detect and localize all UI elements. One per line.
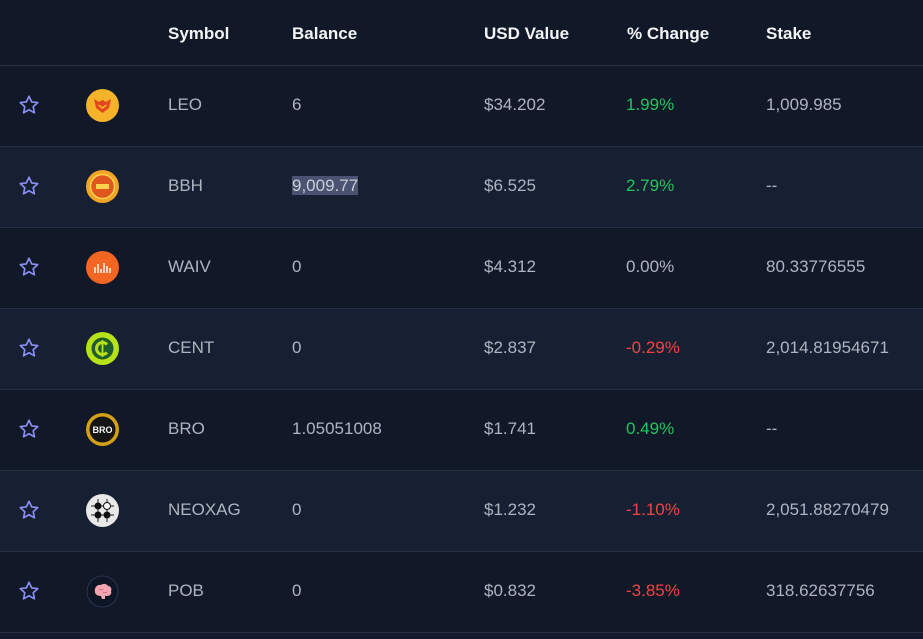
change-cell: 0.00% [626, 257, 675, 276]
bro-logo-text: BRO [93, 425, 113, 435]
symbol-cell[interactable]: WAIV [168, 257, 211, 276]
header-change[interactable]: % Change [627, 24, 710, 43]
balance-cell: 0 [292, 500, 302, 519]
usd-value-cell: $0.832 [484, 581, 536, 600]
bbh-logo-icon [86, 170, 119, 203]
balance-cell: 9,009.77 [292, 176, 359, 196]
favorite-star-icon[interactable] [18, 256, 40, 278]
bro-logo-icon: BRO [86, 413, 119, 446]
header-usd-value[interactable]: USD Value [484, 24, 570, 43]
symbol-cell[interactable]: NEOXAG [168, 500, 241, 519]
usd-value-cell: $34.202 [484, 95, 546, 114]
stake-cell: -- [766, 419, 778, 438]
favorite-star-icon[interactable] [18, 580, 40, 602]
usd-value-cell: $2.837 [484, 338, 536, 357]
change-cell: 0.49% [626, 419, 675, 438]
stake-cell: 80.33776555 [766, 257, 866, 276]
change-cell: -1.10% [626, 500, 680, 519]
stake-cell: 2,014.81954671 [766, 338, 889, 357]
usd-value-cell: $6.525 [484, 176, 536, 195]
table-row[interactable]: POB 0 $0.832 -3.85% 318.62637756 [0, 552, 923, 633]
cent-logo-icon [86, 332, 119, 365]
leo-logo-icon [86, 89, 119, 122]
table-header: Symbol Balance USD Value % Change Stake [0, 0, 923, 66]
favorite-star-icon[interactable] [18, 418, 40, 440]
usd-value-cell: $4.312 [484, 257, 536, 276]
favorite-star-icon[interactable] [18, 175, 40, 197]
favorite-star-icon[interactable] [18, 499, 40, 521]
balance-cell: 0 [292, 257, 302, 276]
table-row[interactable]: BBH 9,009.77 $6.525 2.79% -- [0, 147, 923, 228]
header-stake[interactable]: Stake [766, 24, 812, 43]
table-row[interactable]: LEO 6 $34.202 1.99% 1,009.985 [0, 66, 923, 147]
symbol-cell[interactable]: BBH [168, 176, 203, 195]
favorite-star-icon[interactable] [18, 337, 40, 359]
table-row[interactable]: NEOXAG 0 $1.232 -1.10% 2,051.88270479 [0, 471, 923, 552]
waiv-logo-icon [86, 251, 119, 284]
change-cell: 1.99% [626, 95, 675, 114]
symbol-cell[interactable]: CENT [168, 338, 215, 357]
change-cell: -0.29% [626, 338, 680, 357]
selected-balance-text: 9,009.77 [292, 176, 359, 195]
stake-cell: -- [766, 176, 778, 195]
table-row[interactable]: CENT 0 $2.837 -0.29% 2,014.81954671 [0, 309, 923, 390]
favorite-star-icon[interactable] [18, 94, 40, 116]
symbol-cell[interactable]: POB [168, 581, 204, 600]
table-row[interactable]: BRO BRO 1.05051008 $1.741 0.49% -- [0, 390, 923, 471]
stake-cell: 318.62637756 [766, 581, 875, 600]
header-symbol[interactable]: Symbol [168, 24, 230, 43]
table-row[interactable]: WAIV 0 $4.312 0.00% 80.33776555 [0, 228, 923, 309]
change-cell: 2.79% [626, 176, 675, 195]
pob-logo-icon [86, 575, 119, 608]
stake-cell: 1,009.985 [766, 95, 842, 114]
neoxag-logo-icon [86, 494, 119, 527]
balance-cell: 0 [292, 581, 302, 600]
header-balance[interactable]: Balance [292, 24, 358, 43]
balance-cell: 1.05051008 [292, 419, 382, 438]
usd-value-cell: $1.741 [484, 419, 536, 438]
stake-cell: 2,051.88270479 [766, 500, 889, 519]
balance-cell: 6 [292, 95, 302, 114]
change-cell: -3.85% [626, 581, 680, 600]
symbol-cell[interactable]: LEO [168, 95, 203, 114]
usd-value-cell: $1.232 [484, 500, 536, 519]
balance-cell: 0 [292, 338, 302, 357]
symbol-cell[interactable]: BRO [168, 419, 205, 438]
